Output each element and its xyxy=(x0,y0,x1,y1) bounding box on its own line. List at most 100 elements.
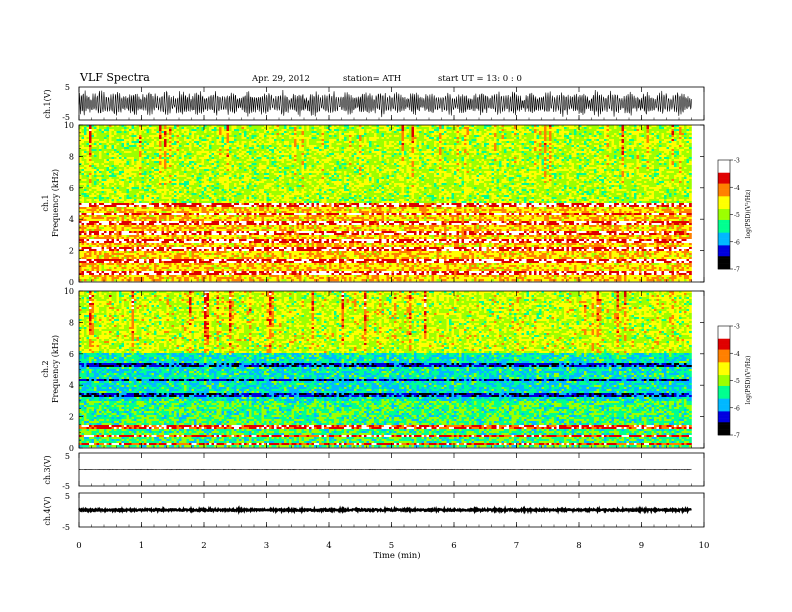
spectrogram-cell xyxy=(144,141,147,143)
spectrogram-cell xyxy=(154,127,157,129)
spectrogram-cell xyxy=(89,199,92,203)
spectrogram-cell xyxy=(199,187,202,189)
spectrogram-cell xyxy=(242,225,245,229)
spectrogram-cell xyxy=(252,143,255,145)
spectrogram-cell xyxy=(229,199,232,201)
spectrogram-cell xyxy=(147,253,150,255)
spectrogram-cell xyxy=(244,235,247,239)
spectrogram-cell xyxy=(249,211,252,213)
spectrogram-cell xyxy=(82,209,85,211)
spectrogram-cell xyxy=(222,253,225,255)
spectrogram-cell xyxy=(207,207,210,211)
spectrogram-cell xyxy=(302,247,305,251)
spectrogram-cell xyxy=(157,277,160,279)
spectrogram-cell xyxy=(104,189,107,191)
spectrogram-cell xyxy=(272,167,275,169)
spectrogram-cell xyxy=(122,275,125,277)
spectrogram-cell xyxy=(224,259,227,261)
spectrogram-cell xyxy=(309,153,312,155)
spectrogram-cell xyxy=(269,201,272,203)
spectrogram-cell xyxy=(212,175,215,177)
spectrogram-cell xyxy=(274,229,277,231)
spectrogram-cell xyxy=(199,231,202,235)
spectrogram-cell xyxy=(237,125,240,129)
spectrogram-cell xyxy=(162,173,165,177)
spectrogram-cell xyxy=(187,225,190,229)
spectrogram-cell xyxy=(274,231,277,235)
spectrogram-cell xyxy=(172,195,175,197)
spectrogram-cell xyxy=(207,257,210,259)
spectrogram-cell xyxy=(194,219,197,223)
spectrogram-cell xyxy=(194,179,197,181)
spectrogram-cell xyxy=(87,129,90,131)
spectrogram-cell xyxy=(262,145,265,149)
spectrogram-cell xyxy=(194,225,197,227)
spectrogram-cell xyxy=(174,175,177,177)
spectrogram-cell xyxy=(177,239,180,241)
spectrogram-cell xyxy=(139,207,142,211)
spectrogram-cell xyxy=(204,215,207,217)
spectrogram-cell xyxy=(117,199,120,203)
spectrogram-cell xyxy=(177,205,180,207)
spectrogram-cell xyxy=(157,249,160,251)
spectrogram-cell xyxy=(112,225,115,227)
spectrogram-cell xyxy=(84,267,87,269)
spectrogram-cell xyxy=(109,153,112,157)
spectrogram-cell xyxy=(259,181,262,183)
spectrogram-cell xyxy=(184,271,187,275)
spectrogram-cell xyxy=(267,145,270,147)
spectrogram-cell xyxy=(104,159,107,163)
spectrogram-cell xyxy=(79,229,82,231)
spectrogram-cell xyxy=(142,131,145,137)
spectrogram-cell xyxy=(244,275,247,277)
spectrogram-cell xyxy=(142,179,145,181)
spectrogram-cell xyxy=(149,263,152,265)
spectrogram-cell xyxy=(87,215,90,217)
spectrogram-cell xyxy=(289,267,292,269)
spectrogram-cell xyxy=(124,277,127,279)
spectrogram-cell xyxy=(197,173,200,177)
spectrogram-cell xyxy=(219,235,222,239)
spectrogram-cell xyxy=(114,253,117,255)
spectrogram-cell xyxy=(254,137,257,139)
spectrogram-cell xyxy=(149,135,152,137)
spectrogram-cell xyxy=(124,221,127,225)
spectrogram-cell xyxy=(89,183,92,187)
spectrogram-cell xyxy=(169,213,172,215)
spectrogram-cell xyxy=(284,231,287,233)
spectrogram-cell xyxy=(287,173,290,175)
spectrogram-cell xyxy=(82,237,85,239)
spectrogram-cell xyxy=(89,213,92,215)
spectrogram-cell xyxy=(127,193,130,195)
spectrogram-cell xyxy=(139,247,142,249)
spectrogram-cell xyxy=(209,163,212,167)
spectrogram-cell xyxy=(142,143,145,145)
spectrogram-cell xyxy=(257,145,260,147)
spectrogram-cell xyxy=(259,201,262,203)
spectrogram-cell xyxy=(192,129,195,131)
spectrogram-cell xyxy=(212,133,215,135)
spectrogram-cell xyxy=(124,251,127,253)
spectrogram-cell xyxy=(254,255,257,259)
spectrogram-cell xyxy=(237,217,240,221)
spectrogram-cell xyxy=(169,243,172,245)
spectrogram-cell xyxy=(132,225,135,227)
spectrogram-cell xyxy=(122,253,125,255)
spectrogram-cell xyxy=(272,217,275,219)
spectrogram-cell xyxy=(122,171,125,173)
spectrogram-cell xyxy=(257,143,260,145)
spectrogram-cell xyxy=(202,263,205,265)
spectrogram-cell xyxy=(142,245,145,247)
spectrogram-cell xyxy=(292,135,295,137)
spectrogram-cell xyxy=(234,171,237,175)
spectrogram-cell xyxy=(89,203,92,207)
spectrogram-cell xyxy=(229,131,232,135)
spectrogram-cell xyxy=(162,203,165,205)
spectrogram-cell xyxy=(172,159,175,163)
spectrogram-cell xyxy=(302,229,305,231)
spectrogram-cell xyxy=(207,191,210,193)
spectrogram-cell xyxy=(309,195,312,197)
spectrogram-cell xyxy=(97,125,100,129)
spectrogram-cell xyxy=(162,199,165,201)
